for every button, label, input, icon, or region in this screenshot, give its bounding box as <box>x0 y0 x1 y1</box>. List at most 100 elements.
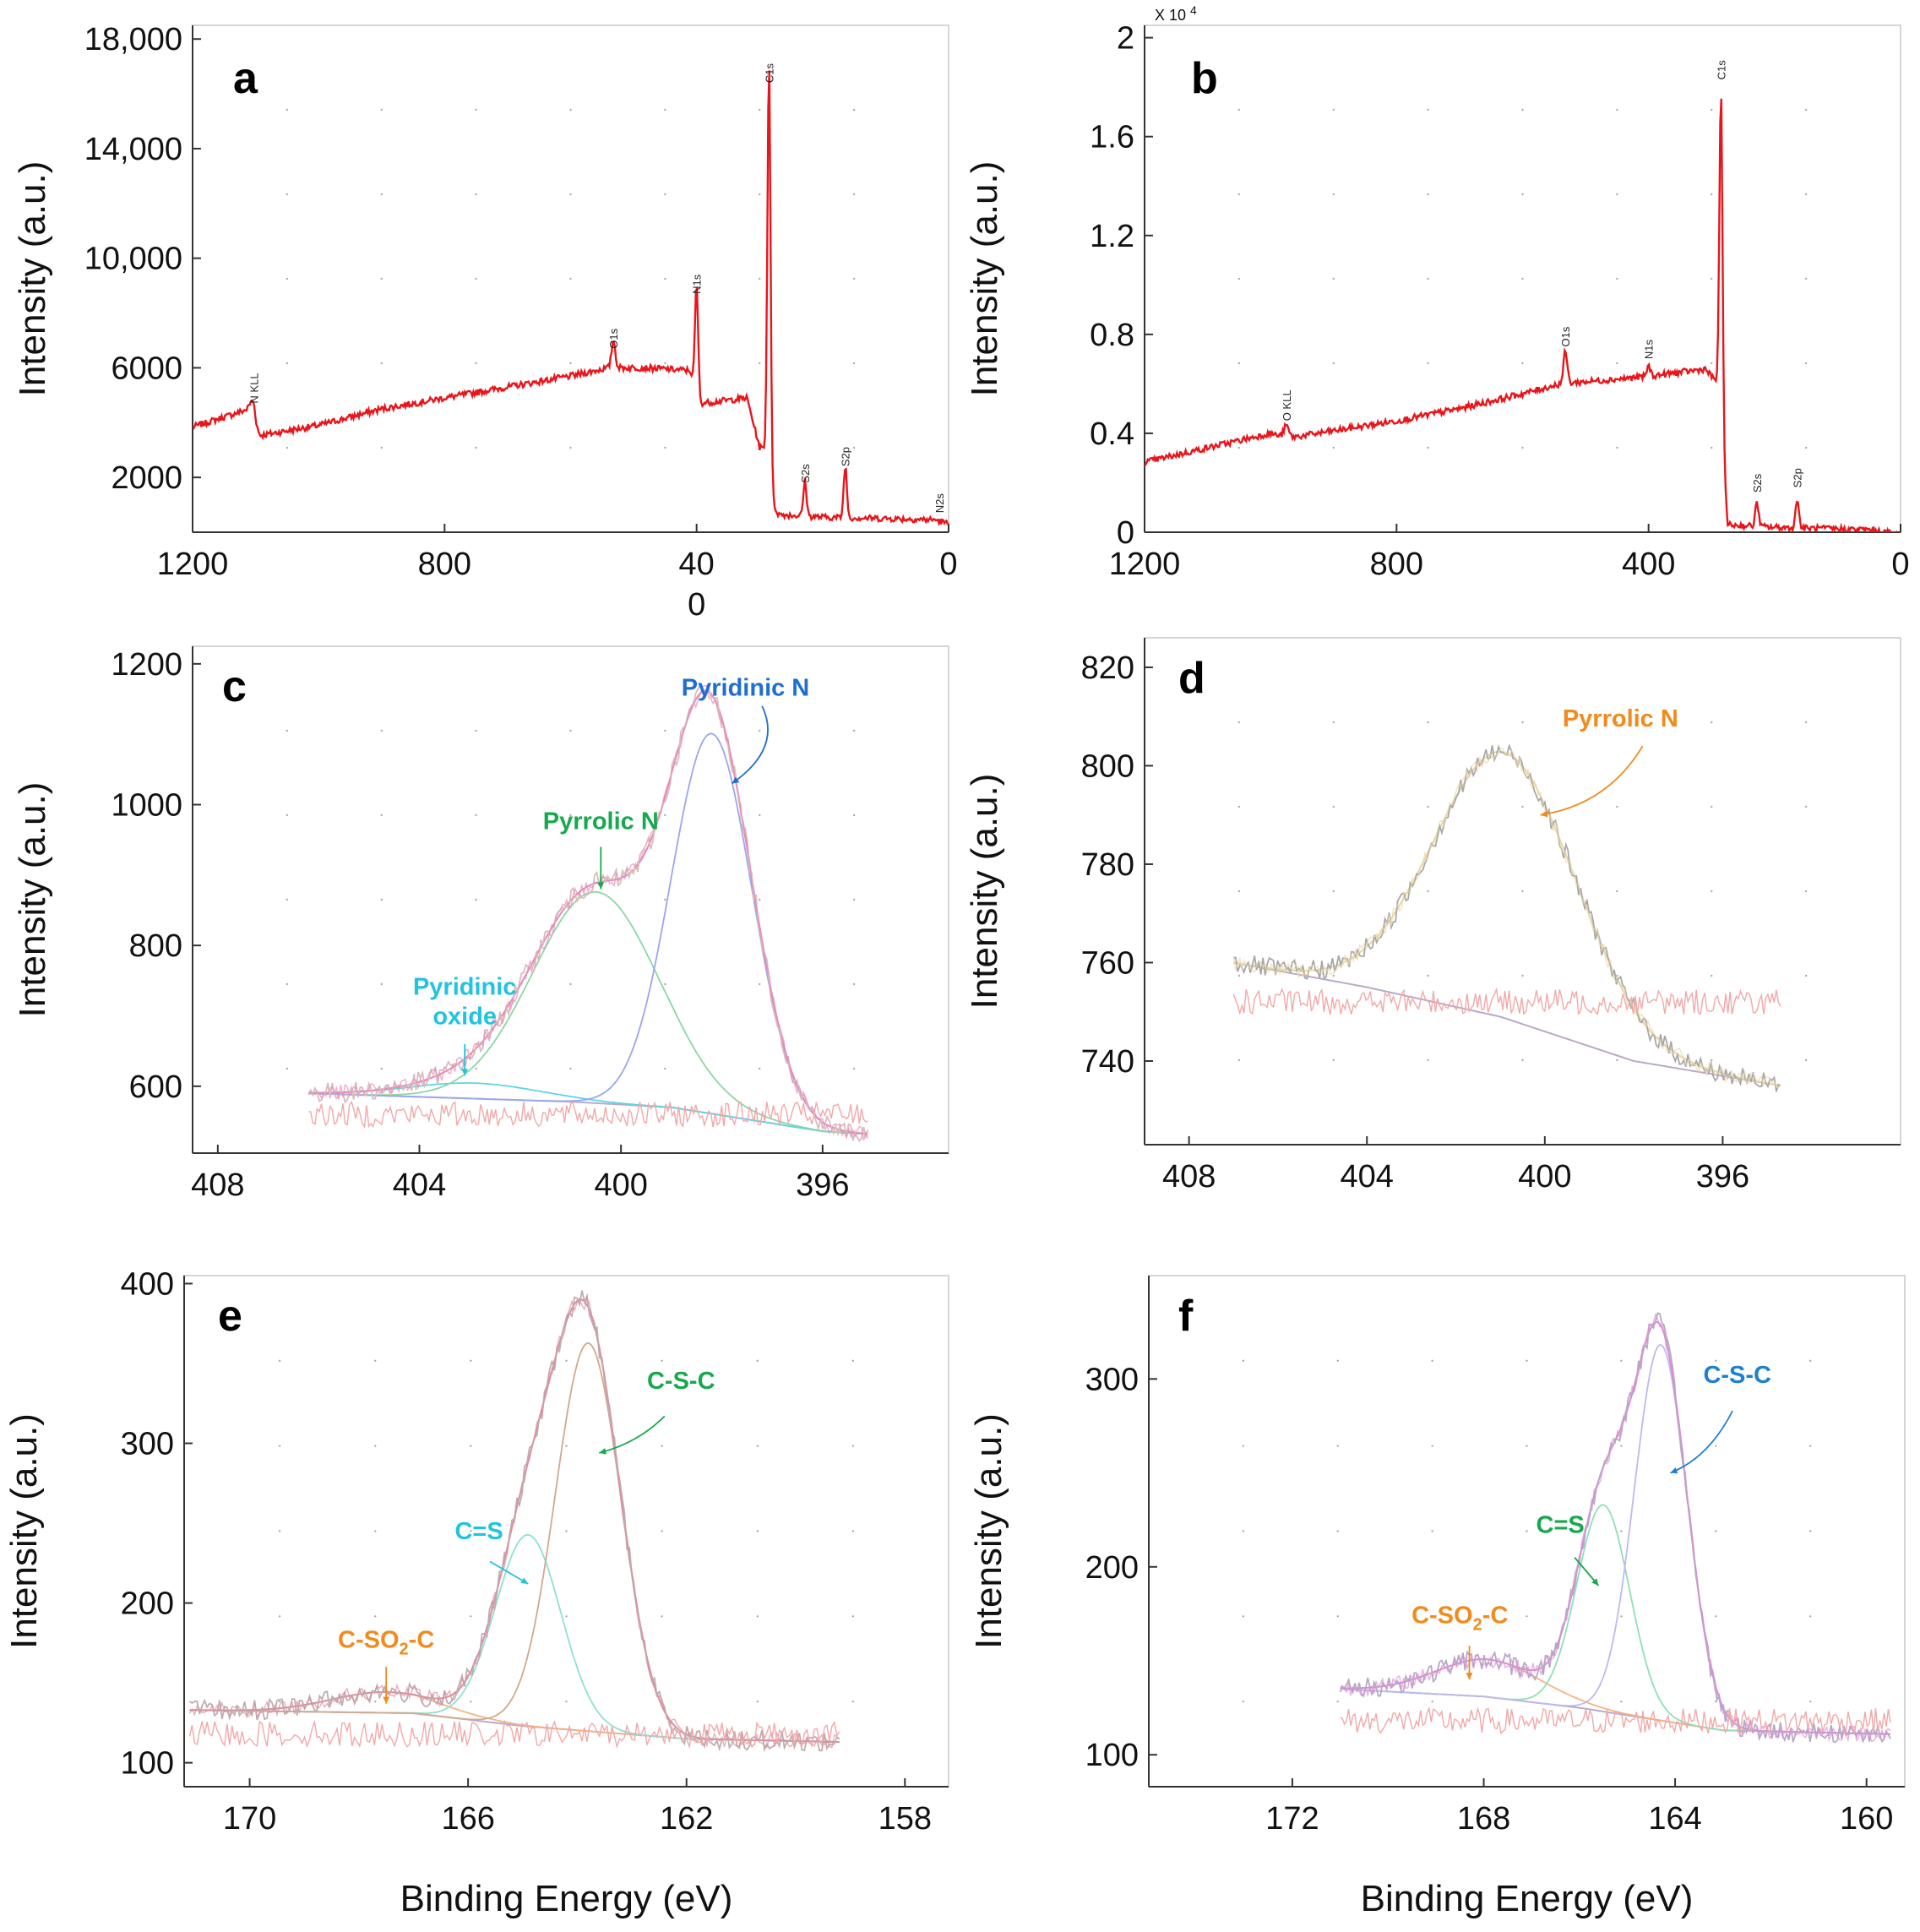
grid-dot <box>1616 1059 1618 1062</box>
y-axis-title: Intensity (a.u.) <box>3 1413 45 1649</box>
grid-dot <box>756 1530 759 1532</box>
y-tick-label: 2 <box>1117 21 1134 57</box>
panel-b: 1200 800 400 0 0 0.4 0.8 1.2 1.6 2 X 10 4 Intensity… <box>964 3 1910 582</box>
peak-label: O KLL <box>1281 389 1293 421</box>
peak-label: C1s <box>1715 60 1727 80</box>
grid-dot <box>1620 1700 1623 1703</box>
y-tick-label: 600 <box>129 1069 182 1105</box>
y-tick-label: 2000 <box>111 460 182 496</box>
annotation-arrow <box>1540 745 1644 816</box>
grid-dot <box>664 729 666 732</box>
grid-dot <box>380 982 383 986</box>
x-tick-label: 800 <box>1370 547 1423 582</box>
grid-dot <box>380 898 383 901</box>
annotation-arrowhead <box>1466 1673 1473 1680</box>
grid-dot <box>286 729 289 732</box>
grid-dot <box>1431 1615 1433 1618</box>
y-axis-title: Intensity (a.u.) <box>12 161 53 397</box>
grid-dot <box>1711 890 1713 893</box>
grid-dot <box>1711 1059 1713 1062</box>
grid-dot <box>1427 362 1429 365</box>
survey-spectrum-line <box>1145 98 1898 532</box>
grid-dot <box>1711 277 1713 280</box>
raw-data-line-2 <box>307 684 869 1141</box>
grid-dot <box>1431 1530 1433 1532</box>
y-axis-title: Intensity (a.u.) <box>12 782 53 1018</box>
grid-dot <box>1237 108 1241 112</box>
grid-dot <box>569 814 572 817</box>
grid-dot <box>1332 277 1335 280</box>
grid-dot <box>565 1445 568 1447</box>
grid-dot <box>569 193 572 196</box>
grid-dot <box>1427 721 1429 724</box>
x-tick-label: 1200 <box>1109 547 1181 582</box>
grid-dot <box>286 108 289 112</box>
grid-dot <box>759 814 761 817</box>
annotation-arrowhead <box>1670 1467 1678 1474</box>
grid-dot <box>1237 805 1241 808</box>
x-tick-label: 404 <box>393 1167 446 1203</box>
grid-dot <box>1804 108 1808 112</box>
grid-dot <box>1332 193 1335 196</box>
grid-dot <box>1242 1530 1245 1532</box>
grid-dot <box>1431 1700 1433 1703</box>
y-tick-label: 1.2 <box>1090 219 1134 254</box>
grid-dot <box>374 1700 377 1703</box>
raw-data-line-2 <box>1232 748 1781 1089</box>
grid-dot <box>1616 446 1618 449</box>
x-tick-label: 158 <box>878 1801 932 1837</box>
y-axis-title: Intensity (a.u.) <box>964 161 1005 397</box>
x-tick-label: 170 <box>223 1801 276 1837</box>
grid-dot <box>664 108 666 112</box>
y-tick-label: 0.4 <box>1090 416 1134 452</box>
grid-dot <box>470 1445 472 1447</box>
grid-dot <box>475 108 477 112</box>
y-tick-label: 6000 <box>111 351 182 386</box>
residual-line <box>1340 1706 1891 1735</box>
annotation-label: Pyrrolic N <box>1563 705 1678 732</box>
y-axis-title: Intensity (a.u.) <box>968 1413 1009 1649</box>
grid-dot <box>286 898 289 901</box>
grid-dot <box>1427 277 1429 280</box>
grid-dot <box>1804 193 1808 196</box>
plot-area <box>1232 743 1781 1092</box>
grid-dot <box>475 898 477 901</box>
envelope-line <box>1233 750 1781 1086</box>
grid-dot <box>380 446 383 449</box>
grid-dot <box>661 1359 663 1363</box>
grid-dot <box>278 1445 281 1447</box>
x-tick-label: 168 <box>1457 1801 1510 1837</box>
survey-spectrum-line <box>193 70 949 527</box>
grid-dot <box>759 729 761 732</box>
x-tick-label: 408 <box>191 1167 244 1203</box>
y-tick-label: 200 <box>1085 1550 1139 1586</box>
x-tick-label: 164 <box>1648 1801 1701 1837</box>
y-exponent-power: 4 <box>1190 3 1197 17</box>
annotation-arrowhead <box>599 1448 607 1455</box>
grid-dot <box>1237 193 1241 196</box>
grid-dot <box>852 108 856 112</box>
grid-dot <box>1620 1530 1623 1532</box>
annotation-label: oxide <box>432 1004 497 1031</box>
grid-dot <box>569 108 572 112</box>
grid-dot <box>278 1359 281 1363</box>
component-peak-line <box>308 890 868 1135</box>
component-peak-line <box>308 732 868 1135</box>
grid-dot <box>1427 1059 1429 1062</box>
x-tick-label: 166 <box>441 1801 494 1837</box>
annotation-arrowhead <box>732 776 740 784</box>
grid-dot <box>1521 805 1524 808</box>
y-exponent: X 10 4 <box>1155 3 1197 24</box>
grid-dot <box>1711 193 1713 196</box>
annotation-arrow <box>1670 1410 1733 1474</box>
grid-dot <box>565 1530 568 1532</box>
grid-dot <box>1808 1530 1812 1532</box>
grid-dot <box>1804 805 1808 808</box>
grid-dot <box>852 193 856 196</box>
grid-dot <box>759 898 761 901</box>
grid-dot <box>1521 277 1524 280</box>
grid-dot <box>664 277 666 280</box>
annotation-tail: -C <box>409 1627 435 1654</box>
grid-dot <box>1808 1700 1812 1703</box>
x-tick-label: 400 <box>1518 1159 1571 1195</box>
